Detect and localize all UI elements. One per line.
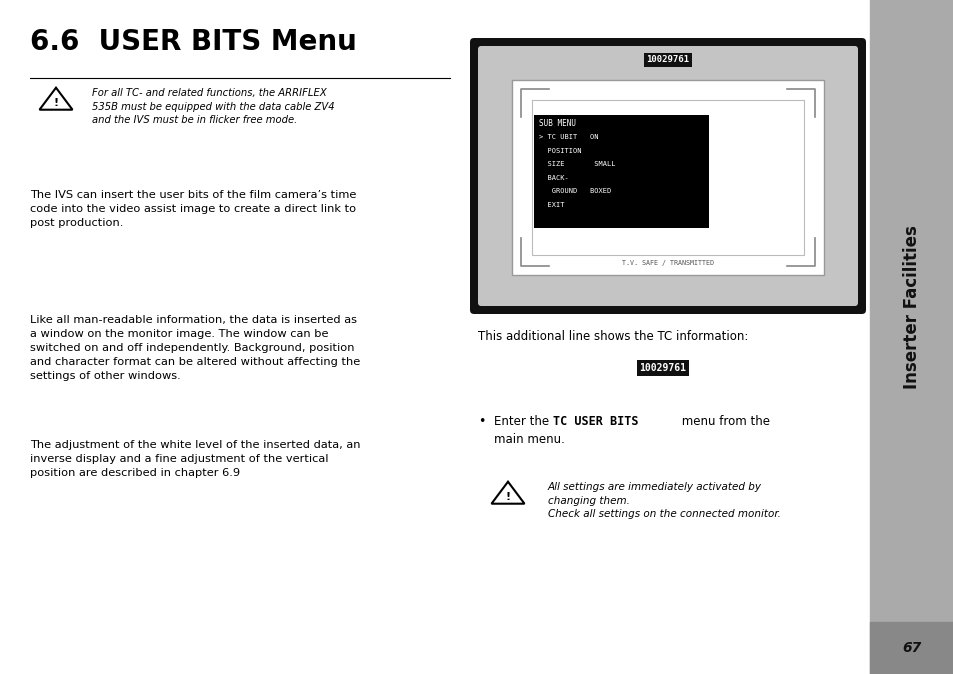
Text: EXIT: EXIT xyxy=(538,202,564,208)
Text: Like all man-readable information, the data is inserted as
a window on the monit: Like all man-readable information, the d… xyxy=(30,315,360,381)
Text: 6.6  USER BITS Menu: 6.6 USER BITS Menu xyxy=(30,28,356,56)
Text: main menu.: main menu. xyxy=(494,433,564,446)
Text: All settings are immediately activated by
changing them.
Check all settings on t: All settings are immediately activated b… xyxy=(547,482,781,519)
Text: 10029761: 10029761 xyxy=(639,363,686,373)
Text: The IVS can insert the user bits of the film camera’s time
code into the video a: The IVS can insert the user bits of the … xyxy=(30,190,356,228)
Text: Inserter Facilities: Inserter Facilities xyxy=(902,225,920,389)
Text: T.V. SAFE / TRANSMITTED: T.V. SAFE / TRANSMITTED xyxy=(621,260,713,266)
Bar xyxy=(869,0,953,674)
Text: The adjustment of the white level of the inserted data, an
inverse display and a: The adjustment of the white level of the… xyxy=(30,440,360,478)
Text: This additional line shows the TC information:: This additional line shows the TC inform… xyxy=(477,330,747,343)
Text: > TC UBIT   ON: > TC UBIT ON xyxy=(538,134,598,140)
Text: •: • xyxy=(477,415,485,428)
Text: TC USER BITS: TC USER BITS xyxy=(553,415,638,428)
Bar xyxy=(869,622,953,674)
Bar xyxy=(534,115,708,228)
Text: BACK-: BACK- xyxy=(538,175,568,181)
Text: 67: 67 xyxy=(902,641,921,655)
Text: POSITION: POSITION xyxy=(538,148,581,154)
Bar xyxy=(532,100,803,255)
Text: GROUND   BOXED: GROUND BOXED xyxy=(538,188,611,194)
Text: SUB MENU: SUB MENU xyxy=(538,119,576,128)
Text: !: ! xyxy=(53,98,58,108)
Text: SIZE       SMALL: SIZE SMALL xyxy=(538,161,615,167)
Text: Enter the: Enter the xyxy=(494,415,553,428)
Text: !: ! xyxy=(505,492,510,502)
FancyBboxPatch shape xyxy=(477,46,857,306)
Text: 10029761: 10029761 xyxy=(646,55,689,65)
Text: For all TC- and related functions, the ARRIFLEX
535B must be equipped with the d: For all TC- and related functions, the A… xyxy=(91,88,335,125)
Bar xyxy=(512,80,823,275)
Text: menu from the: menu from the xyxy=(678,415,769,428)
FancyBboxPatch shape xyxy=(470,38,865,314)
